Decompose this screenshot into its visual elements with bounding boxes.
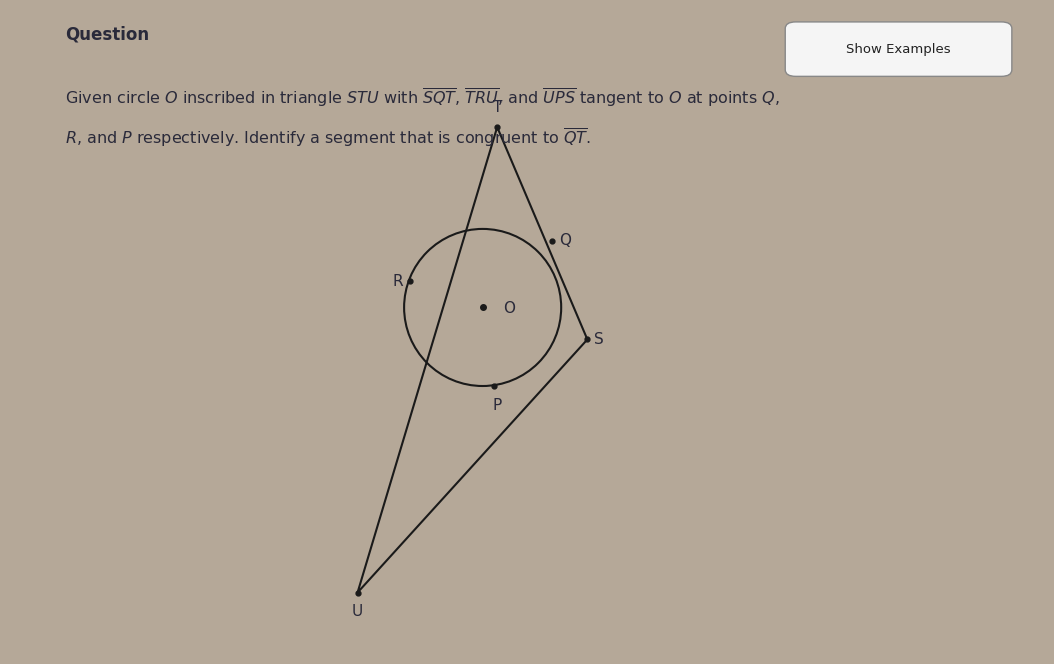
Text: Question: Question — [65, 25, 150, 43]
Text: Given circle $\mathit{O}$ inscribed in triangle $\mathit{STU}$ with $\overline{S: Given circle $\mathit{O}$ inscribed in t… — [65, 86, 780, 110]
Text: Q: Q — [560, 233, 571, 248]
Text: R: R — [392, 274, 403, 289]
Text: U: U — [352, 604, 364, 619]
Text: S: S — [594, 332, 604, 347]
FancyBboxPatch shape — [785, 22, 1012, 76]
Text: O: O — [503, 301, 515, 316]
Text: T: T — [492, 100, 502, 116]
Text: $\mathit{R}$, and $\mathit{P}$ respectively. Identify a segment that is congruen: $\mathit{R}$, and $\mathit{P}$ respectiv… — [65, 126, 591, 149]
Text: P: P — [492, 398, 502, 412]
Text: Show Examples: Show Examples — [845, 42, 951, 56]
